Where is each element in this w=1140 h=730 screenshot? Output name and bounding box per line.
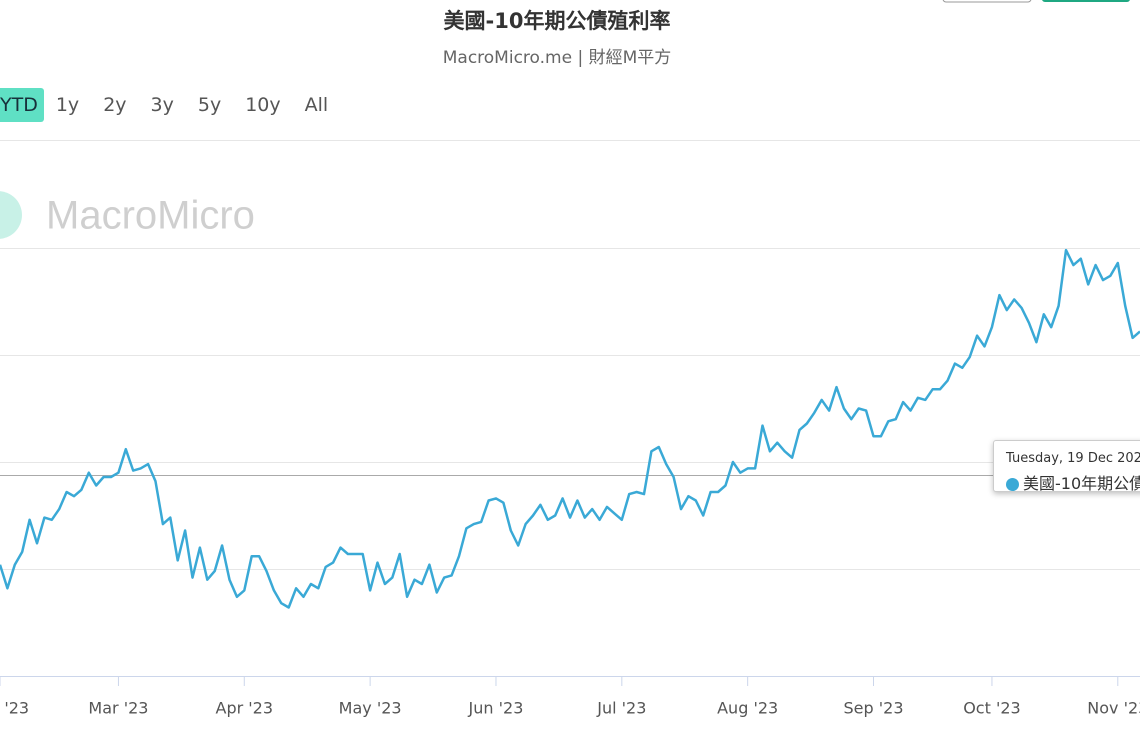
range-button[interactable]: 2y (103, 94, 127, 116)
tooltip-dot (1006, 478, 1019, 491)
range-button[interactable]: 3y (150, 94, 174, 116)
range-selector: YTD 1y 2y 3y 5y 10y All (0, 88, 340, 122)
watermark: MacroMicro (46, 194, 255, 238)
x-tick-label: Aug '23 (717, 699, 778, 718)
x-tick-label: Nov '23 (1087, 699, 1140, 718)
tooltip-series: 美國-10年期公債殖利率 (1023, 474, 1140, 493)
x-tick-label: Oct '23 (963, 699, 1021, 718)
top-button[interactable] (1042, 0, 1130, 2)
tooltip-date: Tuesday, 19 Dec 2023 (1006, 451, 1140, 466)
top-button[interactable] (942, 0, 1032, 3)
tooltip: Tuesday, 19 Dec 2023 美國-10年期公債殖利率 (993, 440, 1140, 494)
chart-subtitle: MacroMicro.me | 財經M平方 (443, 48, 672, 68)
x-tick-label: Sep '23 (844, 699, 904, 718)
range-button[interactable]: 10y (245, 94, 281, 116)
x-tick-label: Apr '23 (216, 699, 274, 718)
range-button[interactable]: 1y (55, 94, 80, 116)
x-tick-label: Mar '23 (88, 699, 148, 718)
x-tick-label: May '23 (339, 699, 402, 718)
range-button[interactable]: 5y (197, 94, 222, 116)
x-tick-label: Jul '23 (596, 699, 646, 718)
x-tick-label: Feb '23 (0, 699, 29, 718)
data-line (0, 248, 1140, 609)
watermark-logo (0, 191, 22, 239)
x-tick-label: Jun '23 (468, 699, 524, 718)
chart-title: 美國-10年期公債殖利率 (444, 9, 671, 33)
range-button[interactable]: All (304, 94, 329, 116)
range-button[interactable]: YTD (0, 88, 44, 122)
tooltip-row: 美國-10年期公債殖利率 (1006, 470, 1140, 494)
